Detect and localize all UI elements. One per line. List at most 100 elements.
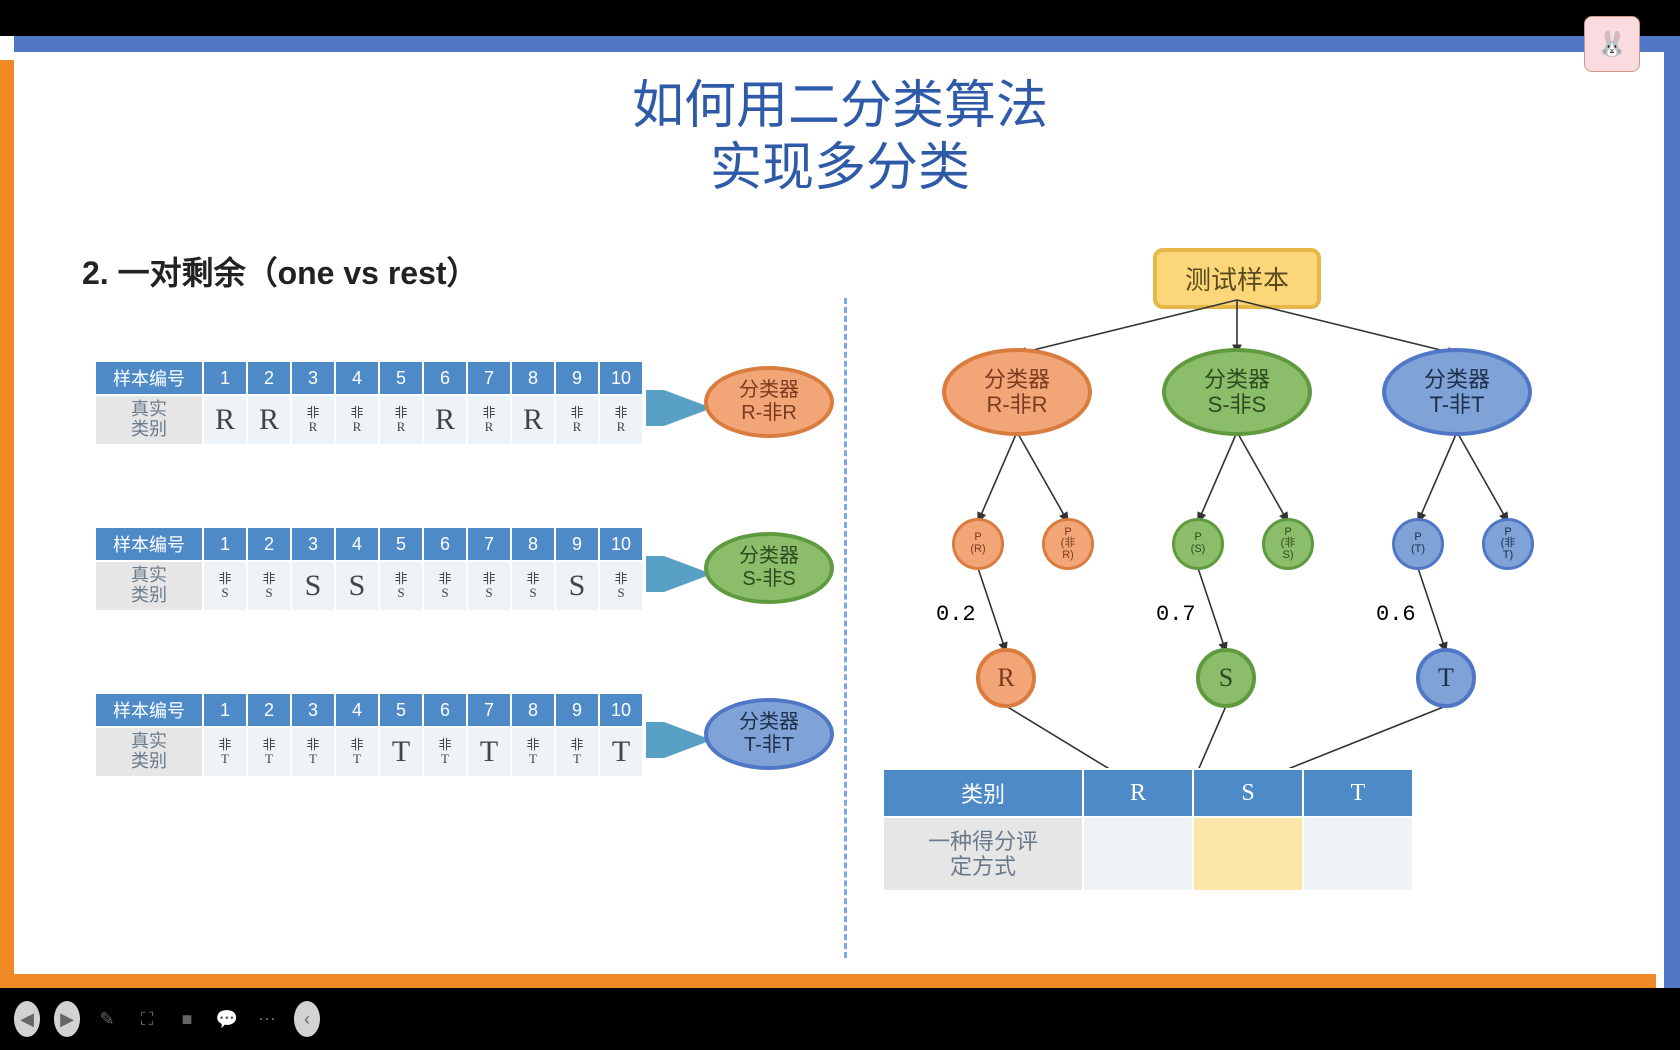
probability-label: 0.6 xyxy=(1376,602,1416,627)
result-cell xyxy=(1193,817,1303,891)
sample-cell: S xyxy=(335,561,379,611)
col-id: 9 xyxy=(555,527,599,561)
col-id: 6 xyxy=(423,527,467,561)
sample-cell: T xyxy=(379,727,423,777)
sample-cell: 非S xyxy=(423,561,467,611)
col-id: 7 xyxy=(467,693,511,727)
title-line2: 实现多分类 xyxy=(32,138,1648,200)
classifier-ellipse: 分类器T-非T xyxy=(704,698,834,770)
sample-cell: 非R xyxy=(599,395,643,445)
result-cell xyxy=(1083,817,1193,891)
decision-tree-area: 测试样本分类器R-非RP(R)P(非R)0.2R分类器S-非SP(S)P(非S)… xyxy=(862,248,1612,968)
sample-cell: R xyxy=(247,395,291,445)
frame-top xyxy=(14,36,1680,52)
sample-cell: 非R xyxy=(379,395,423,445)
col-id: 6 xyxy=(423,693,467,727)
sample-cell: R xyxy=(511,395,555,445)
toolbar-button[interactable]: ■ xyxy=(174,1001,200,1037)
title-line1: 如何用二分类算法 xyxy=(32,76,1648,138)
result-header: 类别 xyxy=(883,769,1083,817)
col-id: 7 xyxy=(467,527,511,561)
result-table: 类别RST一种得分评定方式 xyxy=(882,768,1414,892)
result-node: S xyxy=(1196,648,1256,708)
sample-cell: 非T xyxy=(335,727,379,777)
sample-table-0: 样本编号12345678910真实类别RR非R非R非RR非RR非R非R xyxy=(94,360,644,446)
col-id: 2 xyxy=(247,693,291,727)
toolbar-button[interactable]: ◀ xyxy=(14,1001,40,1037)
section-heading: 2. 一对剩余（one vs rest） xyxy=(82,248,479,294)
sample-cell: 非R xyxy=(555,395,599,445)
row-label: 真实类别 xyxy=(95,561,203,611)
arrow-icon xyxy=(646,390,706,426)
toolbar-button[interactable]: ⋯ xyxy=(254,1001,280,1037)
col-id: 10 xyxy=(599,693,643,727)
classifier-ellipse: 分类器R-非R xyxy=(704,366,834,438)
frame-right xyxy=(1664,36,1680,988)
col-id: 5 xyxy=(379,527,423,561)
col-id: 9 xyxy=(555,361,599,395)
sample-cell: 非S xyxy=(467,561,511,611)
col-id: 8 xyxy=(511,693,555,727)
result-node: T xyxy=(1416,648,1476,708)
sample-cell: 非T xyxy=(203,727,247,777)
col-id: 4 xyxy=(335,361,379,395)
col-id: 10 xyxy=(599,527,643,561)
prob-leaf: P(非R) xyxy=(1042,518,1094,570)
frame-left xyxy=(0,60,14,988)
col-id: 8 xyxy=(511,527,555,561)
row-label: 真实类别 xyxy=(95,727,203,777)
col-id: 7 xyxy=(467,361,511,395)
prob-leaf: P(非S) xyxy=(1262,518,1314,570)
probability-label: 0.7 xyxy=(1156,602,1196,627)
prob-leaf: P(S) xyxy=(1172,518,1224,570)
slide-title: 如何用二分类算法 实现多分类 xyxy=(32,76,1648,201)
col-header-label: 样本编号 xyxy=(95,693,203,727)
sample-cell: 非R xyxy=(467,395,511,445)
col-id: 4 xyxy=(335,693,379,727)
sample-cell: R xyxy=(203,395,247,445)
arrow-icon xyxy=(646,556,706,592)
col-id: 1 xyxy=(203,527,247,561)
result-cell xyxy=(1303,817,1413,891)
col-id: 5 xyxy=(379,361,423,395)
toolbar-button[interactable]: ‹ xyxy=(294,1001,320,1037)
col-id: 3 xyxy=(291,693,335,727)
toolbar-button[interactable]: ▶ xyxy=(54,1001,80,1037)
sample-table-1: 样本编号12345678910真实类别非S非SSS非S非S非S非SS非S xyxy=(94,526,644,612)
prob-leaf: P(T) xyxy=(1392,518,1444,570)
result-header: R xyxy=(1083,769,1193,817)
sample-cell: 非T xyxy=(555,727,599,777)
col-id: 3 xyxy=(291,361,335,395)
result-node: R xyxy=(976,648,1036,708)
sample-cell: 非S xyxy=(203,561,247,611)
col-header-label: 样本编号 xyxy=(95,527,203,561)
col-id: 10 xyxy=(599,361,643,395)
vertical-divider xyxy=(844,298,847,958)
toolbar-button[interactable]: ⛶ xyxy=(134,1001,160,1037)
col-id: 9 xyxy=(555,693,599,727)
sample-cell: 非R xyxy=(335,395,379,445)
sample-cell: 非S xyxy=(379,561,423,611)
col-id: 1 xyxy=(203,361,247,395)
col-id: 5 xyxy=(379,693,423,727)
classifier-ellipse: 分类器S-非S xyxy=(704,532,834,604)
prob-leaf: P(R) xyxy=(952,518,1004,570)
prob-leaf: P(非T) xyxy=(1482,518,1534,570)
toolbar-button[interactable]: ✎ xyxy=(94,1001,120,1037)
tree-classifier-node: 分类器T-非T xyxy=(1382,348,1532,436)
col-id: 1 xyxy=(203,693,247,727)
bunny-icon xyxy=(1584,16,1640,72)
col-id: 4 xyxy=(335,527,379,561)
arrow-icon xyxy=(646,722,706,758)
sample-cell: 非R xyxy=(291,395,335,445)
row-label: 真实类别 xyxy=(95,395,203,445)
sample-cell: 非T xyxy=(247,727,291,777)
sample-cell: 非S xyxy=(511,561,555,611)
col-id: 6 xyxy=(423,361,467,395)
sample-cell: S xyxy=(555,561,599,611)
slide-content: 如何用二分类算法 实现多分类 2. 一对剩余（one vs rest） 样本编号… xyxy=(32,68,1648,956)
sample-cell: S xyxy=(291,561,335,611)
toolbar-button[interactable]: 💬 xyxy=(214,1001,240,1037)
frame-bottom xyxy=(0,974,1656,988)
col-header-label: 样本编号 xyxy=(95,361,203,395)
